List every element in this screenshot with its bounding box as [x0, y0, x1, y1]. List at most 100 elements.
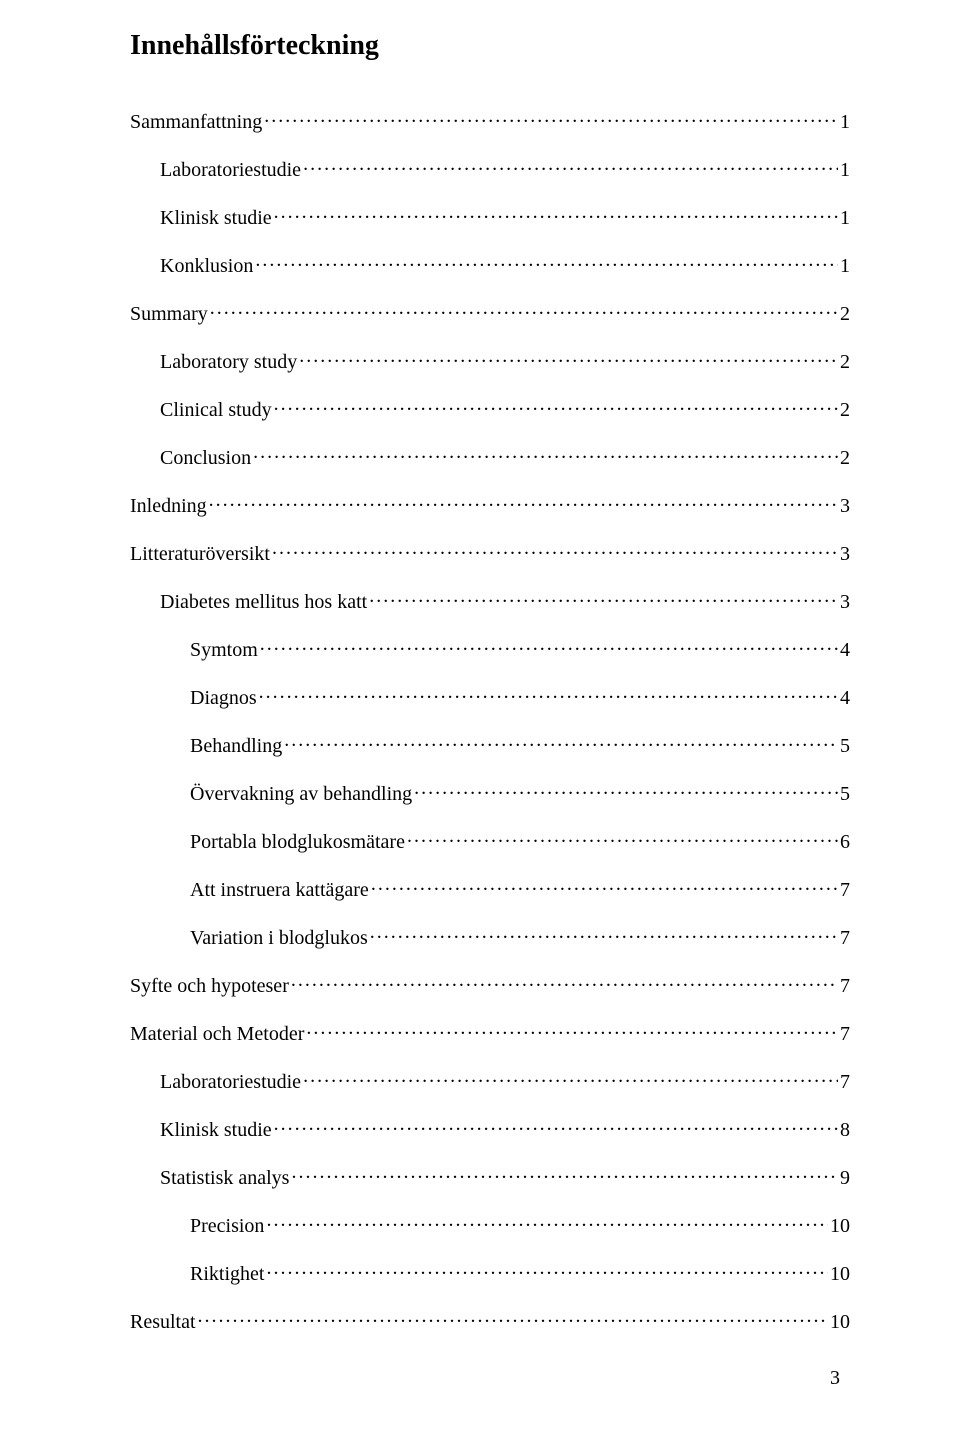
toc-entry: Laboratoriestudie 1 [130, 156, 850, 182]
toc-entry: Att instruera kattägare 7 [130, 876, 850, 902]
page-number: 3 [830, 1367, 840, 1390]
toc-leader-dots [414, 780, 838, 800]
toc-entry: Laboratory study 2 [130, 348, 850, 374]
toc-entry: Konklusion 1 [130, 252, 850, 278]
toc-entry-label: Variation i blodglukos [190, 926, 368, 950]
toc-leader-dots [274, 204, 838, 224]
toc-entry: Diabetes mellitus hos katt3 [130, 588, 850, 614]
toc-entry-page: 7 [840, 878, 850, 902]
toc-leader-dots [255, 252, 838, 272]
toc-entry-page: 3 [840, 494, 850, 518]
document-page: Innehållsförteckning Sammanfattning1Labo… [0, 0, 960, 1454]
toc-leader-dots [253, 444, 838, 464]
toc-entry-label: Litteraturöversikt [130, 542, 270, 566]
toc-entry: Litteraturöversikt 3 [130, 540, 850, 566]
toc-entry: Behandling 5 [130, 732, 850, 758]
toc-leader-dots [284, 732, 838, 752]
toc-entry-page: 7 [840, 1022, 850, 1046]
toc-entry: Riktighet10 [130, 1260, 850, 1286]
toc-entry: Inledning3 [130, 492, 850, 518]
toc-entry-label: Laboratoriestudie [160, 158, 301, 182]
toc-entry: Variation i blodglukos 7 [130, 924, 850, 950]
toc-list: Sammanfattning1Laboratoriestudie1Klinisk… [130, 108, 850, 1334]
toc-leader-dots [370, 924, 838, 944]
toc-entry: Clinical study 2 [130, 396, 850, 422]
toc-entry-page: 3 [840, 542, 850, 566]
toc-entry-page: 10 [830, 1310, 850, 1334]
toc-entry-page: 2 [840, 398, 850, 422]
toc-leader-dots [274, 396, 838, 416]
toc-leader-dots [264, 108, 838, 128]
toc-entry-page: 5 [840, 782, 850, 806]
toc-entry-page: 10 [830, 1262, 850, 1286]
toc-leader-dots [291, 972, 838, 992]
toc-entry-label: Summary [130, 302, 208, 326]
toc-entry-page: 2 [840, 350, 850, 374]
toc-entry-label: Klinisk studie [160, 1118, 272, 1142]
toc-entry-label: Laboratoriestudie [160, 1070, 301, 1094]
toc-leader-dots [291, 1164, 838, 1184]
toc-entry-page: 4 [840, 638, 850, 662]
toc-entry-label: Statistisk analys [160, 1166, 289, 1190]
toc-entry-page: 2 [840, 446, 850, 470]
toc-entry-page: 5 [840, 734, 850, 758]
toc-entry: Statistisk analys 9 [130, 1164, 850, 1190]
toc-entry-label: Klinisk studie [160, 206, 272, 230]
toc-leader-dots [210, 300, 838, 320]
toc-entry: Resultat 10 [130, 1308, 850, 1334]
toc-entry-label: Övervakning av behandling [190, 782, 412, 806]
toc-entry: Diagnos 4 [130, 684, 850, 710]
toc-entry-label: Laboratory study [160, 350, 297, 374]
toc-leader-dots [303, 156, 838, 176]
toc-entry-page: 8 [840, 1118, 850, 1142]
toc-entry-page: 4 [840, 686, 850, 710]
toc-leader-dots [198, 1308, 828, 1328]
toc-entry: Klinisk studie 8 [130, 1116, 850, 1142]
toc-leader-dots [306, 1020, 838, 1040]
toc-leader-dots [209, 492, 838, 512]
toc-entry-label: Att instruera kattägare [190, 878, 369, 902]
toc-entry-page: 7 [840, 974, 850, 998]
toc-entry: Klinisk studie 1 [130, 204, 850, 230]
toc-entry: Conclusion 2 [130, 444, 850, 470]
toc-entry-page: 1 [840, 158, 850, 182]
toc-leader-dots [260, 636, 838, 656]
toc-leader-dots [303, 1068, 838, 1088]
toc-entry-label: Conclusion [160, 446, 251, 470]
toc-entry: Sammanfattning1 [130, 108, 850, 134]
toc-entry: Portabla blodglukosmätare 6 [130, 828, 850, 854]
toc-leader-dots [371, 876, 838, 896]
toc-entry-label: Behandling [190, 734, 282, 758]
toc-leader-dots [266, 1212, 828, 1232]
toc-entry-label: Sammanfattning [130, 110, 262, 134]
toc-leader-dots [259, 684, 838, 704]
toc-entry-label: Clinical study [160, 398, 272, 422]
toc-leader-dots [272, 540, 838, 560]
toc-entry: Övervakning av behandling 5 [130, 780, 850, 806]
toc-entry-page: 7 [840, 1070, 850, 1094]
toc-entry-page: 6 [840, 830, 850, 854]
toc-entry-label: Diagnos [190, 686, 257, 710]
toc-entry-page: 9 [840, 1166, 850, 1190]
toc-entry-page: 1 [840, 206, 850, 230]
toc-entry-label: Portabla blodglukosmätare [190, 830, 405, 854]
toc-entry: Laboratoriestudie 7 [130, 1068, 850, 1094]
toc-entry-label: Material och Metoder [130, 1022, 304, 1046]
toc-entry: Syfte och hypoteser 7 [130, 972, 850, 998]
toc-leader-dots [369, 588, 838, 608]
toc-leader-dots [266, 1260, 828, 1280]
toc-entry-label: Diabetes mellitus hos katt [160, 590, 367, 614]
toc-title: Innehållsförteckning [130, 30, 850, 62]
toc-entry-label: Konklusion [160, 254, 253, 278]
toc-entry-label: Syfte och hypoteser [130, 974, 289, 998]
toc-leader-dots [299, 348, 838, 368]
toc-entry-label: Resultat [130, 1310, 196, 1334]
toc-leader-dots [407, 828, 838, 848]
toc-entry-page: 7 [840, 926, 850, 950]
toc-entry-label: Precision [190, 1214, 264, 1238]
toc-entry: Material och Metoder 7 [130, 1020, 850, 1046]
toc-entry-page: 2 [840, 302, 850, 326]
toc-entry: Symtom4 [130, 636, 850, 662]
toc-entry-page: 1 [840, 254, 850, 278]
toc-entry-page: 10 [830, 1214, 850, 1238]
